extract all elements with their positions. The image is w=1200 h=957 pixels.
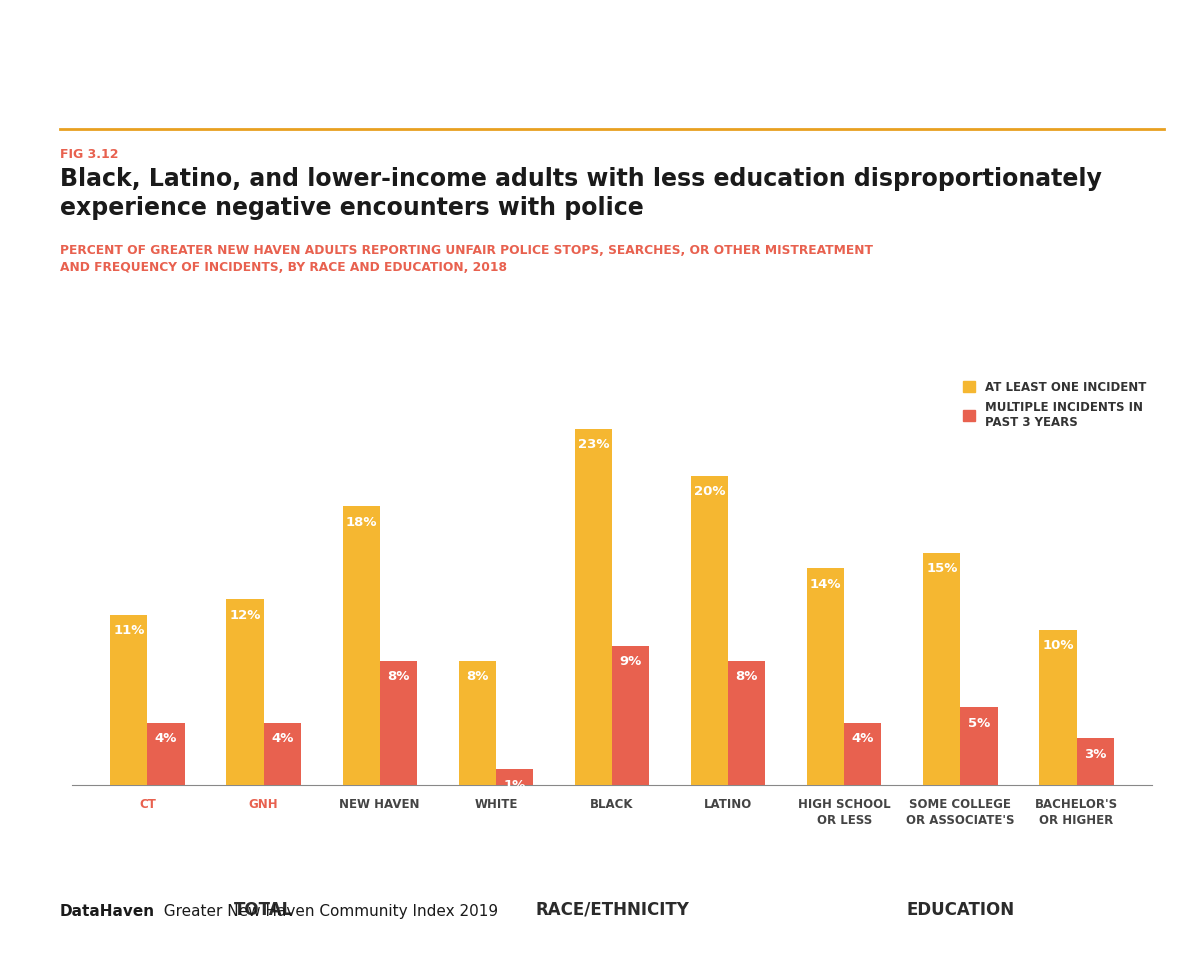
Text: 8%: 8%	[388, 670, 409, 683]
Bar	[612, 646, 649, 785]
Bar	[845, 723, 882, 785]
Text: TOTAL: TOTAL	[234, 901, 293, 919]
Bar	[264, 723, 301, 785]
Text: 18%: 18%	[346, 516, 377, 529]
Text: 20%: 20%	[694, 485, 725, 498]
Bar	[110, 614, 148, 785]
Bar	[379, 661, 416, 785]
Text: Black, Latino, and lower-income adults with less education disproportionately
ex: Black, Latino, and lower-income adults w…	[60, 167, 1102, 220]
Bar	[1076, 739, 1114, 785]
Text: 12%: 12%	[229, 609, 260, 621]
Text: 10%: 10%	[1042, 639, 1074, 653]
Text: 4%: 4%	[271, 732, 293, 746]
Text: 4%: 4%	[155, 732, 178, 746]
Text: 14%: 14%	[810, 578, 841, 590]
Text: FIG 3.12: FIG 3.12	[60, 148, 119, 162]
Text: DataHaven: DataHaven	[60, 903, 155, 919]
Text: 1%: 1%	[503, 779, 526, 791]
Bar	[496, 769, 533, 785]
Bar	[1039, 630, 1076, 785]
Text: Greater New Haven Community Index 2019: Greater New Haven Community Index 2019	[154, 903, 498, 919]
Bar	[342, 506, 379, 785]
Text: 8%: 8%	[736, 670, 758, 683]
Bar	[923, 553, 960, 785]
Bar	[227, 599, 264, 785]
Text: 23%: 23%	[577, 438, 610, 452]
Bar	[808, 568, 845, 785]
Text: 4%: 4%	[852, 732, 874, 746]
Text: 15%: 15%	[926, 562, 958, 575]
Text: RACE/ETHNICITY: RACE/ETHNICITY	[535, 901, 689, 919]
Text: 8%: 8%	[466, 670, 488, 683]
Bar	[691, 476, 728, 785]
Bar	[148, 723, 185, 785]
Text: 9%: 9%	[619, 655, 642, 668]
Text: EDUCATION: EDUCATION	[906, 901, 1014, 919]
Legend: AT LEAST ONE INCIDENT, MULTIPLE INCIDENTS IN
PAST 3 YEARS: AT LEAST ONE INCIDENT, MULTIPLE INCIDENT…	[964, 381, 1146, 429]
Bar	[728, 661, 766, 785]
Text: 11%: 11%	[113, 624, 144, 637]
Bar	[960, 707, 997, 785]
Bar	[458, 661, 496, 785]
Bar	[575, 429, 612, 785]
Text: 5%: 5%	[968, 717, 990, 730]
Text: 3%: 3%	[1084, 747, 1106, 761]
Text: PERCENT OF GREATER NEW HAVEN ADULTS REPORTING UNFAIR POLICE STOPS, SEARCHES, OR : PERCENT OF GREATER NEW HAVEN ADULTS REPO…	[60, 244, 874, 274]
